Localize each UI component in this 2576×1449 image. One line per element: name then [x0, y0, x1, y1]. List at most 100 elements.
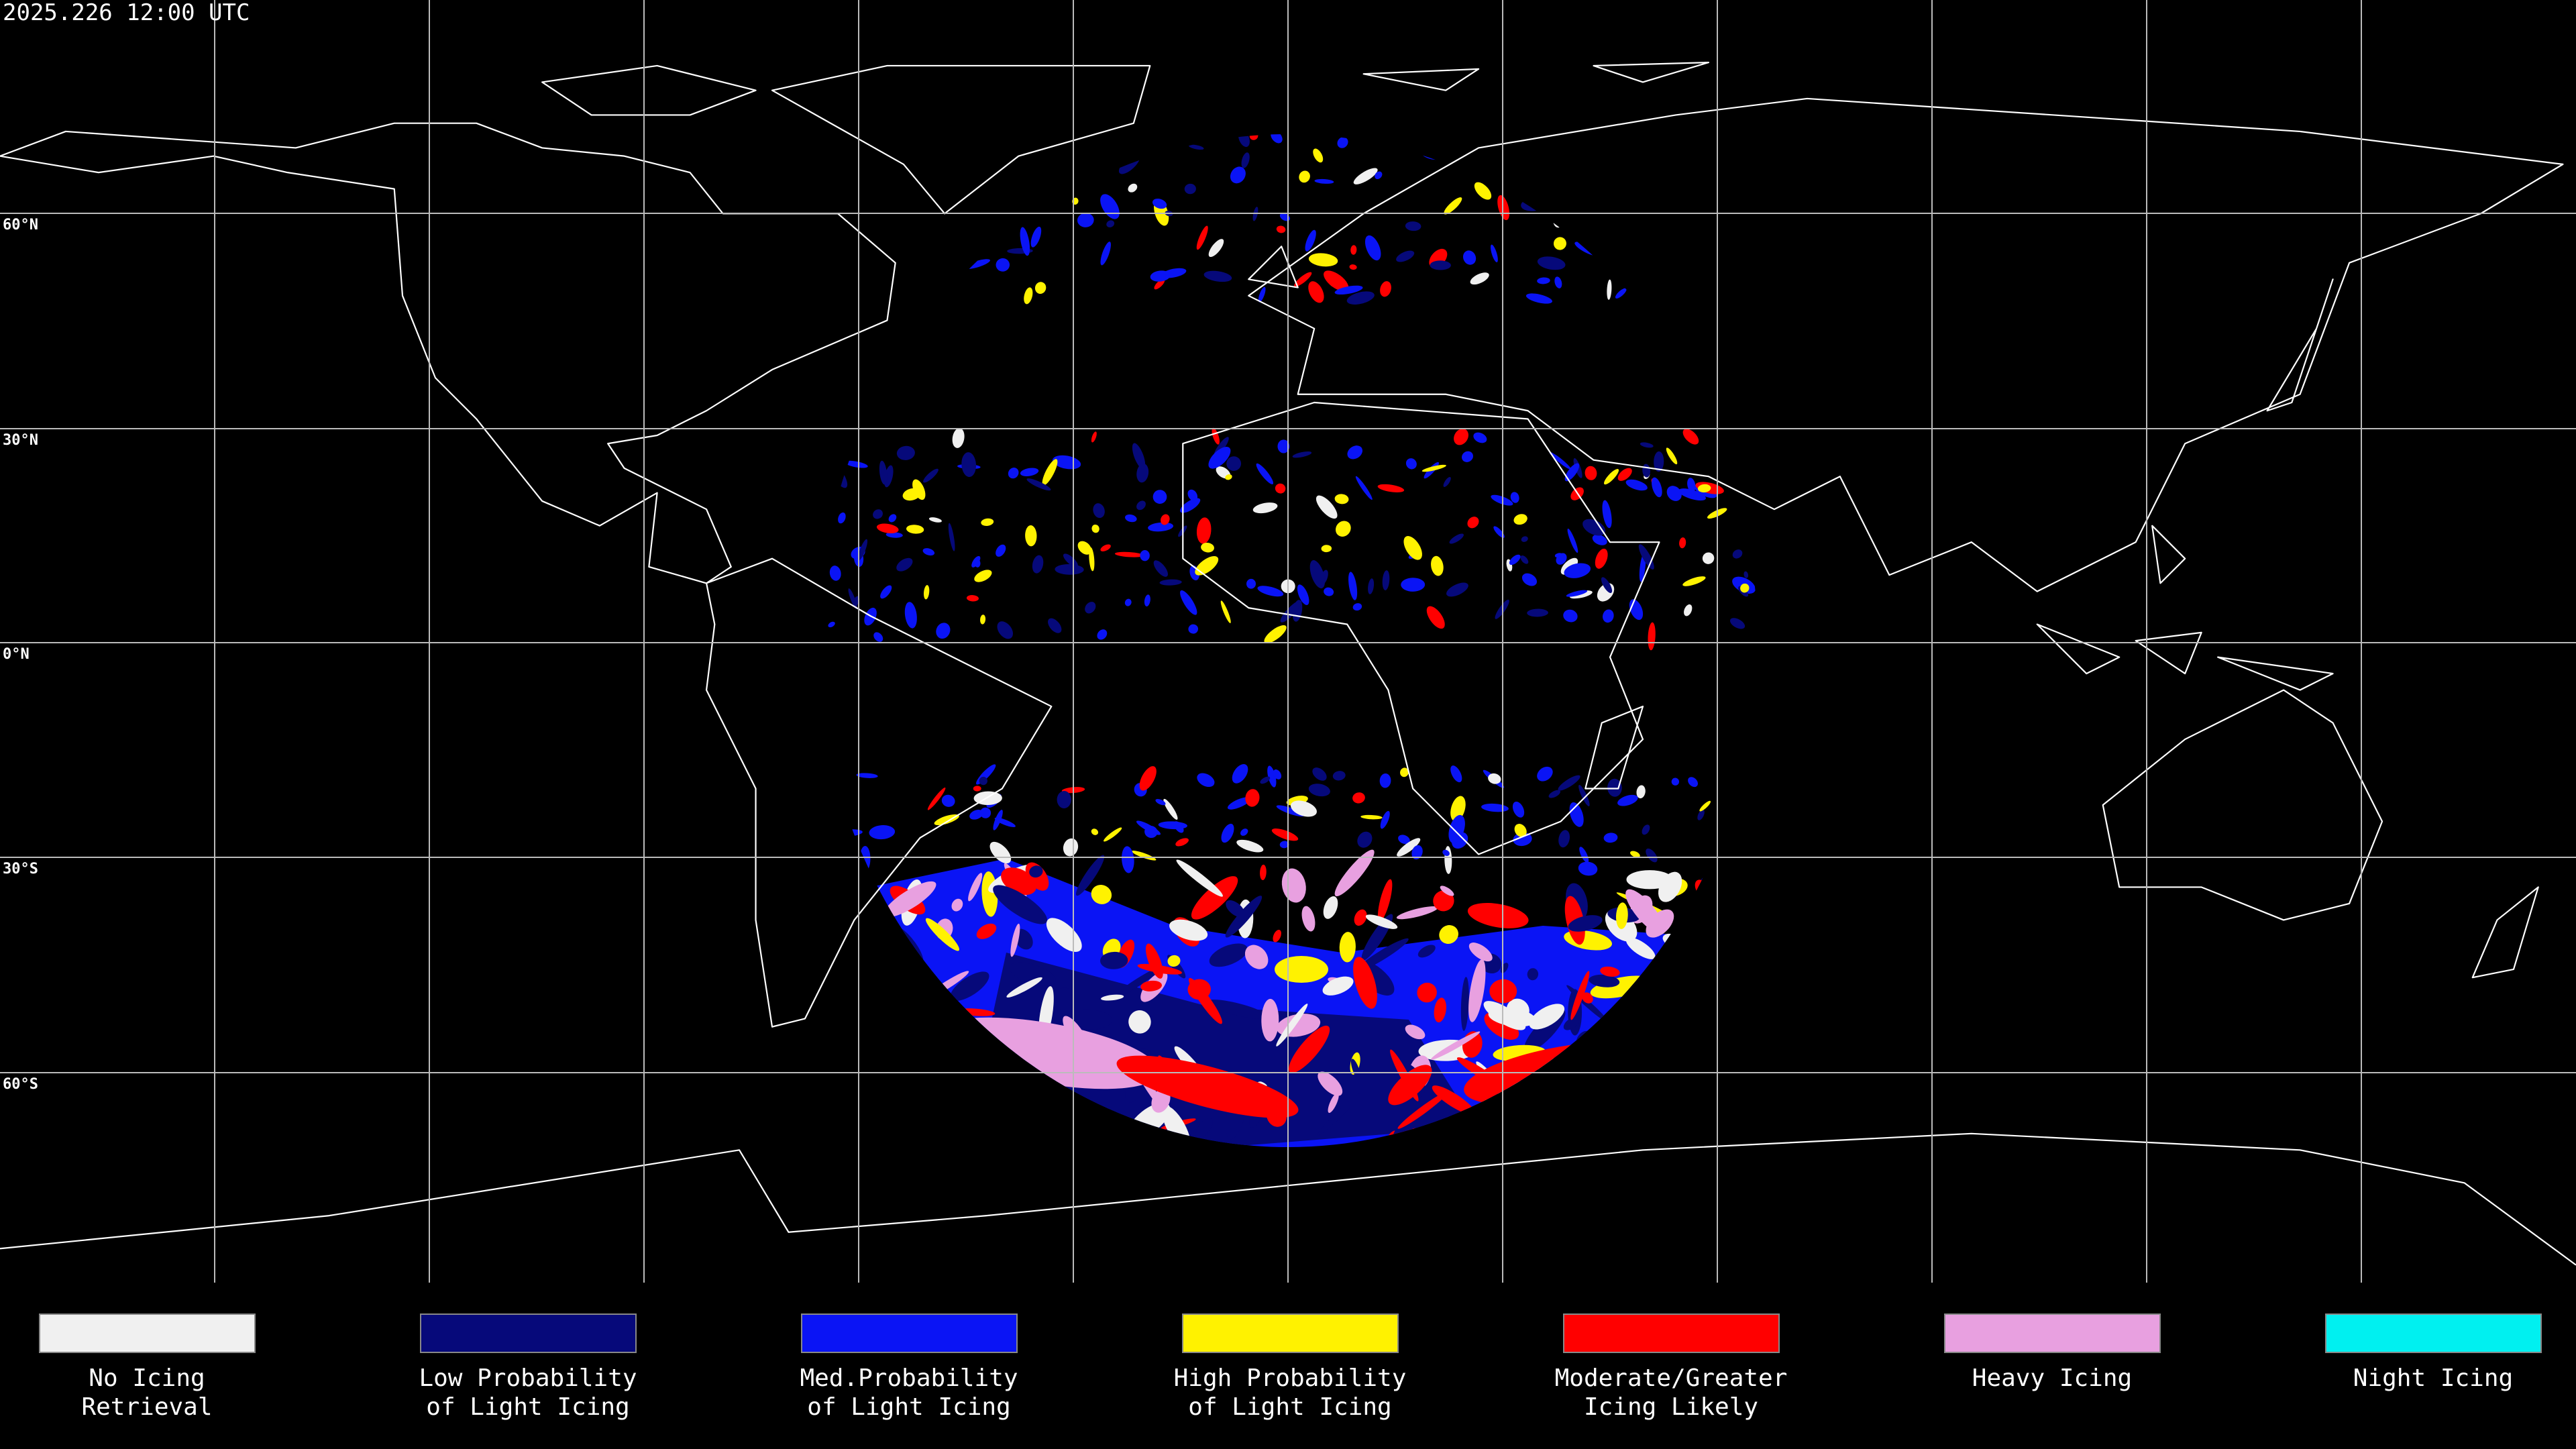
icing-patch: [928, 517, 942, 523]
icing-patch: [1468, 959, 1486, 1022]
icing-patch: [1154, 278, 1165, 290]
legend-label: Heavy Icing: [1972, 1364, 2132, 1392]
icing-patch: [966, 595, 979, 602]
icing-patch: [1678, 488, 1706, 501]
icing-patch: [1275, 956, 1328, 983]
icing-patch: [1687, 478, 1696, 492]
icing-patch: [1167, 955, 1181, 967]
icing-patch: [1548, 790, 1561, 798]
latitude-label: 0°N: [3, 646, 30, 663]
icing-patch: [1323, 896, 1338, 919]
icing-patch: [1607, 279, 1612, 300]
legend-swatch: [801, 1313, 1018, 1353]
icing-patch: [1512, 801, 1525, 818]
icing-patch: [974, 570, 992, 582]
legend-swatch: [1563, 1313, 1780, 1353]
icing-patch: [1468, 943, 1493, 962]
icing-patch: [1006, 977, 1042, 998]
icing-patch: [1077, 541, 1091, 555]
icing-patch: [1132, 443, 1146, 470]
icing-patch: [1297, 584, 1309, 606]
legend-label: Low Probability: [419, 1364, 637, 1392]
icing-patch: [1136, 500, 1146, 511]
icing-patch: [1227, 797, 1251, 810]
icing-patch: [1093, 503, 1105, 519]
icing-patch: [1640, 442, 1654, 448]
icing-patch: [1289, 1025, 1330, 1073]
icing-patch: [936, 623, 951, 639]
icing-patch: [1020, 227, 1030, 256]
icing-patch: [1743, 571, 1749, 578]
icing-patch: [885, 532, 903, 538]
icing-patch: [923, 585, 930, 600]
icing-patch: [1654, 451, 1664, 472]
icing-patch: [1446, 582, 1468, 597]
icing-patch: [1101, 994, 1124, 1001]
icing-patch: [1375, 171, 1383, 180]
icing-patch: [1514, 824, 1527, 837]
legend-label: of Light Icing: [807, 1393, 1010, 1421]
icing-patch: [1245, 789, 1260, 807]
icing-patch: [1042, 459, 1058, 486]
icing-patch: [981, 518, 994, 527]
icing-patch: [1595, 548, 1608, 569]
icing-patch: [1334, 494, 1349, 504]
icing-patch: [1114, 551, 1144, 557]
icing-patch: [973, 786, 981, 792]
icing-patch: [1322, 976, 1354, 996]
icing-patch: [1334, 849, 1375, 897]
icing-patch: [1527, 608, 1548, 617]
timestamp: 2025.226 12:00 UTC: [3, 0, 250, 26]
icing-patch: [1615, 288, 1627, 299]
icing-patch: [1520, 555, 1529, 564]
icing-patch: [1324, 587, 1334, 596]
icing-patch: [1578, 861, 1598, 876]
legend-swatch: [1944, 1313, 2161, 1353]
icing-patch: [976, 923, 997, 939]
icing-patch: [1625, 937, 1656, 959]
icing-patch: [952, 428, 965, 448]
icing-patch: [1100, 241, 1111, 266]
icing-patch: [1321, 545, 1332, 553]
icing-patch: [1617, 468, 1632, 481]
icing-patch: [1537, 256, 1566, 270]
icing-patch: [1203, 270, 1232, 282]
icing-patch: [1152, 199, 1167, 209]
icing-patch: [961, 452, 977, 478]
icing-patch: [1578, 784, 1590, 806]
icing-patch: [853, 596, 860, 606]
icing-patch: [1276, 1004, 1308, 1046]
icing-patch: [1308, 281, 1324, 303]
icing-patch: [996, 258, 1010, 272]
icing-patch: [925, 918, 960, 951]
antarctica: [0, 1134, 2576, 1265]
icing-patch: [1433, 890, 1454, 912]
icing-patch: [873, 509, 883, 519]
icing-patch: [1140, 549, 1150, 561]
icing-patch: [1184, 183, 1196, 195]
icing-patch: [1354, 909, 1367, 926]
graticule: 60°N 30°N 0°N 30°S 60°S: [0, 0, 2576, 1283]
icing-patch: [1246, 578, 1256, 589]
latitude-label: 60°S: [3, 1076, 38, 1093]
icing-patch: [1380, 281, 1391, 297]
icing-patch: [1091, 524, 1099, 533]
icing-patch: [1568, 915, 1603, 932]
icing-patch: [1454, 428, 1468, 445]
icing-patch: [1025, 525, 1037, 547]
icing-patch: [1339, 932, 1356, 963]
icing-patch: [1024, 287, 1033, 305]
icing-patch: [1201, 542, 1214, 553]
icing-patch: [1449, 533, 1464, 544]
icing-patch: [974, 559, 981, 568]
icing-patch: [934, 814, 959, 826]
icing-patch: [1357, 831, 1373, 848]
icing-patch: [1279, 841, 1289, 849]
icing-patch: [1353, 168, 1378, 184]
icing-patch: [1346, 291, 1375, 305]
icing-patch: [1124, 598, 1132, 606]
icing-patch: [1625, 479, 1648, 491]
icing-patch: [1603, 469, 1619, 485]
icing-patch: [1249, 134, 1258, 140]
